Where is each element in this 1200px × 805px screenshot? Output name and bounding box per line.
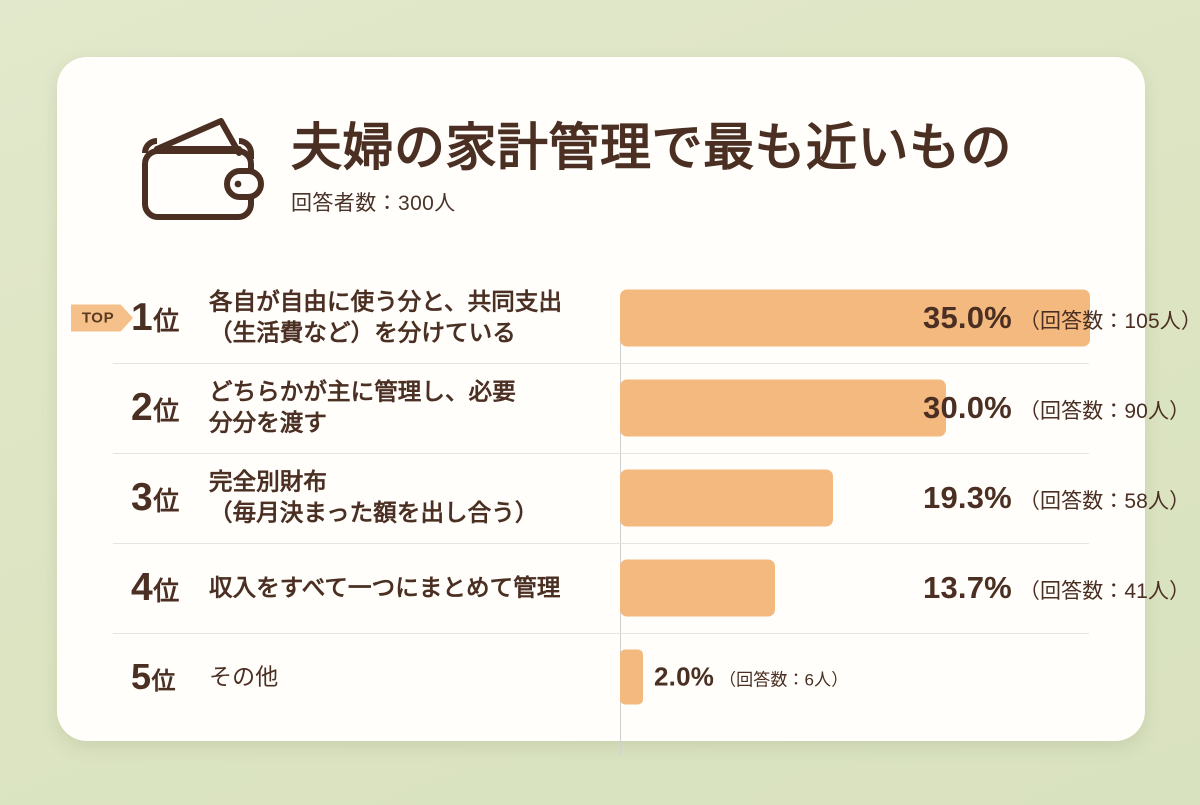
wallet-icon	[135, 113, 265, 225]
percent-value: 19.3%	[923, 480, 1012, 515]
rank-unit: 位	[151, 668, 176, 695]
option-label: 完全別財布 （毎月決まった額を出し合う）	[209, 468, 539, 526]
bar-cell: 13.7% （回答数：41人）	[620, 543, 1190, 633]
bar	[620, 379, 946, 437]
bar	[620, 289, 1090, 347]
rank-digit: 1	[131, 296, 153, 339]
table-row: 2位 どちらかが主に管理し、必要 分分を渡す 30.0% （回答数：90人）	[57, 363, 1190, 453]
ranking-list: TOP 1位 各自が自由に使う分と、共同支出 （生活費など）を分けている 35.…	[57, 273, 1200, 755]
percent-value: 2.0%	[654, 661, 715, 692]
rank-number: 2位	[131, 386, 207, 430]
rank-label-cell: 2位 どちらかが主に管理し、必要 分分を渡す	[57, 363, 620, 453]
rank-label-cell: 4位 収入をすべて一つにまとめて管理	[57, 543, 620, 633]
count-value: （回答数：105人）	[1018, 310, 1200, 333]
rank-digit: 5	[131, 656, 151, 697]
percent-value: 30.0%	[923, 390, 1012, 425]
value-group: 35.0% （回答数：105人）	[923, 300, 1200, 336]
rank-digit: 4	[131, 566, 153, 609]
rank-unit: 位	[153, 576, 180, 606]
table-row: 5位 その他 2.0% （回答数：6人）	[57, 633, 1145, 721]
rank-label-cell: 5位 その他	[57, 633, 620, 721]
value-group: 13.7% （回答数：41人）	[923, 570, 1190, 606]
bar-cell: 19.3% （回答数：58人）	[620, 453, 1190, 543]
option-label: その他	[209, 663, 279, 690]
rank-unit: 位	[153, 306, 180, 336]
respondent-count: 回答者数：300人	[291, 192, 456, 216]
count-value: （回答数：6人）	[719, 670, 849, 690]
rank-digit: 3	[131, 476, 153, 519]
value-group: 19.3% （回答数：58人）	[923, 480, 1190, 516]
chart-header: 夫婦の家計管理で最も近いもの 回答者数：300人	[57, 57, 1145, 247]
percent-value: 13.7%	[923, 570, 1012, 605]
count-value: （回答数：41人）	[1018, 580, 1191, 603]
value-group: 30.0% （回答数：90人）	[923, 390, 1190, 426]
count-value: （回答数：58人）	[1018, 490, 1191, 513]
table-row: TOP 1位 各自が自由に使う分と、共同支出 （生活費など）を分けている 35.…	[57, 273, 1200, 363]
status-badge: TOP	[71, 304, 133, 332]
title-block: 夫婦の家計管理で最も近いもの 回答者数：300人	[291, 119, 1111, 217]
rank-number: 5位	[131, 656, 207, 698]
bar	[620, 649, 643, 705]
rank-label-cell: TOP 1位 各自が自由に使う分と、共同支出 （生活費など）を分けている	[57, 273, 620, 363]
bar	[620, 559, 775, 617]
bar	[620, 469, 833, 527]
rank-unit: 位	[153, 396, 180, 426]
table-row: 3位 完全別財布 （毎月決まった額を出し合う） 19.3% （回答数：58人）	[57, 453, 1190, 543]
option-label: どちらかが主に管理し、必要 分分を渡す	[209, 378, 516, 436]
chart-card: 夫婦の家計管理で最も近いもの 回答者数：300人 TOP 1位 各自が自由に使う…	[57, 57, 1200, 755]
option-label: 収入をすべて一つにまとめて管理	[209, 574, 561, 601]
rank-unit: 位	[153, 486, 180, 516]
rank-digit: 2	[131, 386, 153, 429]
rank-number: 3位	[131, 476, 207, 520]
rank-number: 1位	[131, 296, 207, 340]
table-row: 4位 収入をすべて一つにまとめて管理 13.7% （回答数：41人）	[57, 543, 1190, 633]
page-title: 夫婦の家計管理で最も近いもの	[291, 119, 1013, 176]
percent-value: 35.0%	[923, 300, 1012, 335]
count-value: （回答数：90人）	[1018, 400, 1191, 423]
bar-cell: 30.0% （回答数：90人）	[620, 363, 1190, 453]
value-group: 2.0% （回答数：6人）	[654, 662, 848, 693]
rank-label-cell: 3位 完全別財布 （毎月決まった額を出し合う）	[57, 453, 620, 543]
bar-cell: 2.0% （回答数：6人）	[620, 633, 1145, 721]
bar-cell: 35.0% （回答数：105人）	[620, 273, 1200, 363]
rank-number: 4位	[131, 566, 207, 610]
option-label: 各自が自由に使う分と、共同支出 （生活費など）を分けている	[209, 288, 563, 346]
